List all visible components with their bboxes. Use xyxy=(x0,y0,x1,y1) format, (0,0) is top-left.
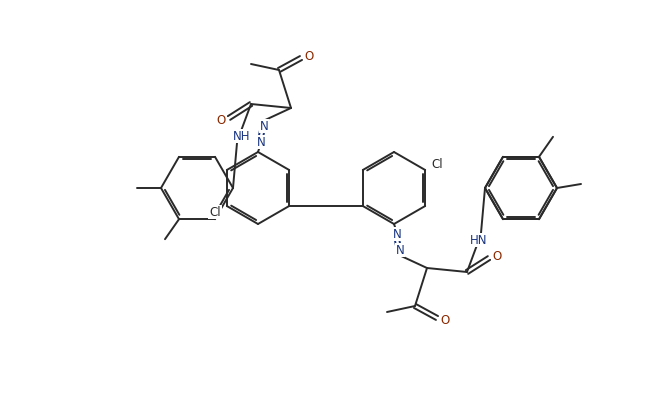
Text: Cl: Cl xyxy=(209,205,221,218)
Text: N: N xyxy=(257,135,265,149)
Text: O: O xyxy=(216,113,225,126)
Text: Cl: Cl xyxy=(432,158,443,171)
Text: NH: NH xyxy=(233,130,251,143)
Text: N: N xyxy=(392,228,401,241)
Text: N: N xyxy=(396,243,404,256)
Text: O: O xyxy=(304,49,314,62)
Text: O: O xyxy=(440,314,450,327)
Text: HN: HN xyxy=(470,233,488,246)
Text: O: O xyxy=(493,250,502,263)
Text: N: N xyxy=(260,120,269,132)
